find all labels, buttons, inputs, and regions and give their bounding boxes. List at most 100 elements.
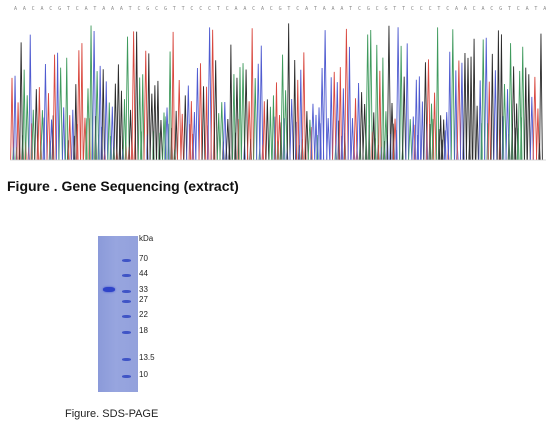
trace-minor-peak [501, 116, 505, 161]
trace-peak [137, 77, 142, 161]
trace-peak [180, 113, 184, 161]
trace-peak [487, 81, 491, 161]
trace-minor-peak [75, 124, 79, 161]
trace-peak [207, 27, 212, 161]
trace-peak [496, 30, 501, 161]
trace-peak [299, 69, 303, 161]
sample-band [103, 287, 115, 292]
sequencing-caption: Figure . Gene Sequencing (extract) [7, 178, 239, 194]
sds-page-caption: Figure. SDS-PAGE [65, 408, 159, 420]
trace-peak [420, 101, 425, 161]
trace-peak [213, 60, 218, 161]
trace-peak [502, 83, 507, 161]
trace-peak [174, 110, 178, 161]
trace-peak [186, 85, 191, 161]
trace-peak [399, 45, 404, 161]
trace-peak [192, 111, 197, 161]
trace-peak [152, 85, 157, 161]
trace-peak [143, 50, 148, 161]
trace-peak [368, 30, 373, 161]
trace-peak [520, 46, 525, 161]
ladder-label: 13.5 [139, 353, 155, 362]
trace-minor-peak [510, 123, 514, 161]
trace-peak [43, 63, 48, 161]
trace-peak [159, 119, 163, 161]
trace-peak [28, 34, 33, 161]
trace-peak [484, 37, 489, 161]
trace-peak [64, 57, 69, 161]
trace-peak [463, 53, 467, 161]
trace-peak [256, 63, 261, 161]
trace-minor-peak [443, 130, 447, 161]
trace-peak [134, 31, 139, 161]
trace-peak [529, 96, 534, 161]
trace-peak [125, 36, 130, 161]
trace-peak [508, 43, 513, 161]
trace-peak [319, 68, 325, 161]
trace-minor-peak [310, 126, 313, 161]
trace-peak [89, 25, 93, 161]
trace-peak [95, 71, 100, 161]
kda-unit-label: kDa [139, 234, 154, 243]
trace-peak [475, 105, 479, 161]
trace-peak [524, 67, 528, 161]
trace-peak [465, 57, 471, 161]
trace-peak [347, 46, 352, 161]
ladder-band [122, 274, 131, 277]
trace-peak [222, 101, 227, 161]
trace-peak [16, 102, 20, 161]
ladder-band [122, 259, 131, 262]
sequence-letters: A A C A C G T C A T A A A T C G C G T T … [14, 6, 546, 12]
trace-peak [225, 119, 231, 161]
sds-page-figure: kDa 70 44 33 27 22 18 13.5 10 Figure. SDS-PAGE [0, 228, 549, 422]
trace-minor-peak [389, 133, 392, 161]
trace-peak [149, 93, 155, 161]
trace-peak [201, 86, 206, 161]
trace-peak [74, 84, 78, 161]
trace-peak [374, 44, 379, 161]
trace-peak [395, 27, 401, 161]
ladder-band [122, 315, 131, 318]
ladder-label: 44 [139, 269, 148, 278]
trace-peak [268, 106, 273, 161]
trace-peak [344, 28, 349, 161]
trace-peak [381, 57, 385, 161]
trace-peak [240, 63, 246, 161]
trace-peak [322, 30, 328, 161]
trace-peak [405, 43, 409, 161]
trace-peak [13, 75, 17, 161]
trace-peak [286, 23, 291, 161]
trace-peak [292, 60, 297, 161]
trace-minor-peak [39, 141, 43, 161]
ladder-label: 22 [139, 310, 148, 319]
trace-peak [310, 103, 316, 161]
trace-peak [76, 50, 81, 161]
trace-peak [435, 27, 440, 161]
trace-peak [25, 95, 30, 161]
ladder-label: 27 [139, 295, 148, 304]
trace-peak [365, 34, 370, 161]
trace-peak [204, 86, 209, 161]
trace-peak [402, 76, 407, 161]
trace-peak [107, 102, 112, 161]
ladder-label: 10 [139, 370, 148, 379]
trace-peak [350, 118, 355, 161]
ladder-label: 33 [139, 285, 148, 294]
ladder-band [122, 331, 131, 334]
trace-minor-peak [85, 118, 88, 161]
trace-peak [432, 92, 437, 161]
trace-peak [505, 89, 510, 161]
trace-peak [52, 54, 57, 161]
trace-peak [67, 115, 72, 161]
trace-peak [253, 78, 258, 161]
trace-minor-peak [94, 115, 97, 161]
trace-peak [183, 95, 188, 161]
trace-peak [262, 101, 267, 161]
ladder-label: 18 [139, 326, 148, 335]
trace-peak [119, 90, 124, 161]
trace-peak [71, 109, 75, 161]
trace-peak [98, 65, 103, 161]
trace-peak [456, 60, 462, 161]
trace-peak [55, 52, 60, 161]
trace-peak [104, 81, 109, 161]
